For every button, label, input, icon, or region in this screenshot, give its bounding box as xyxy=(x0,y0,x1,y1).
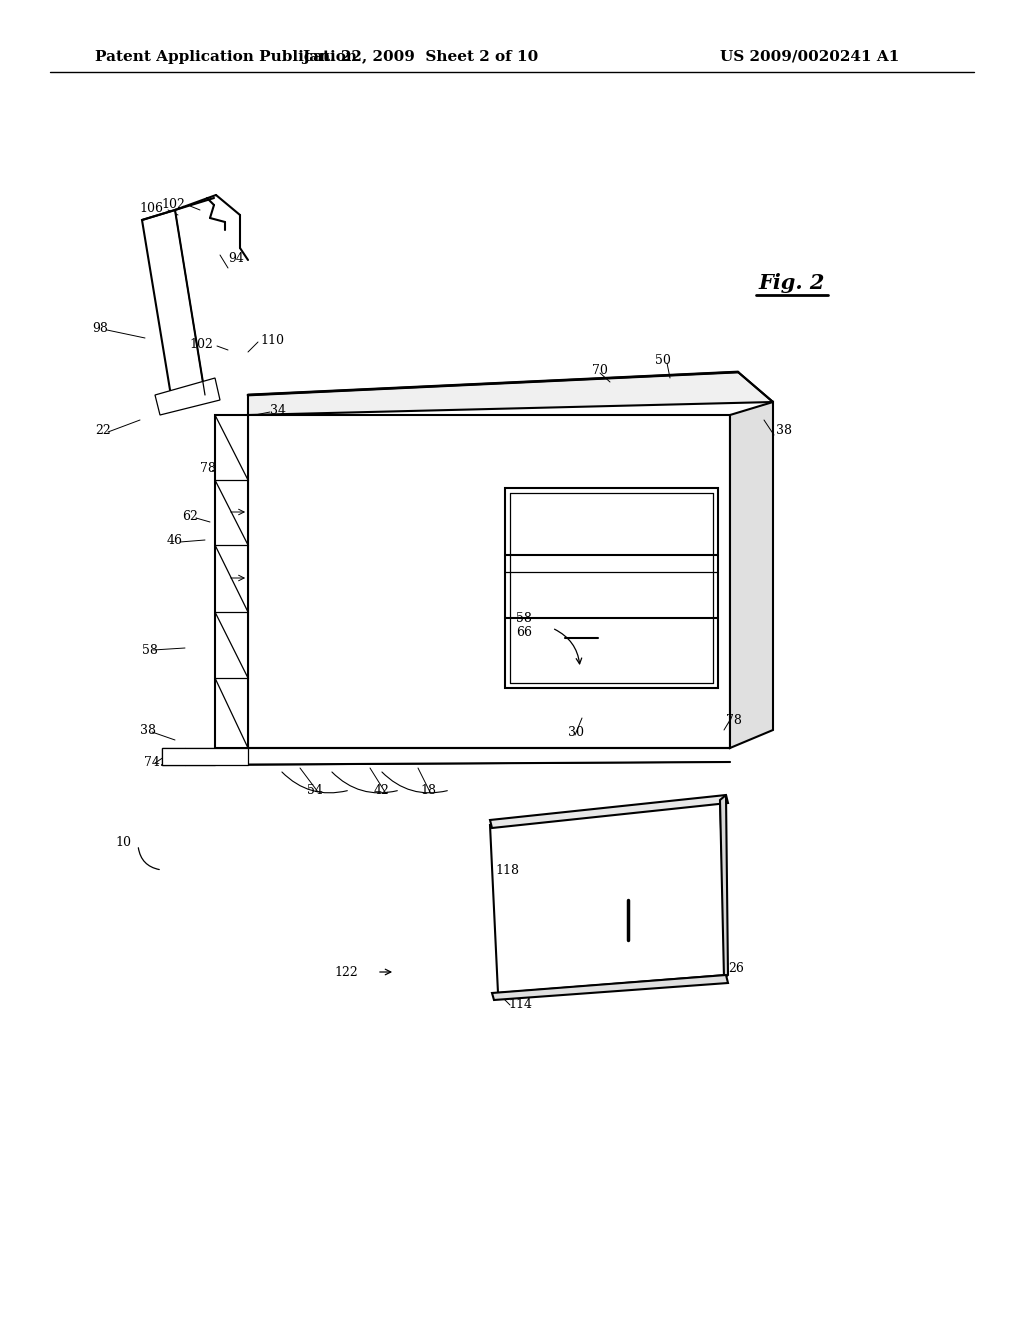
Text: 54: 54 xyxy=(307,784,323,796)
Text: 22: 22 xyxy=(95,424,111,437)
Polygon shape xyxy=(505,488,718,688)
Text: 58: 58 xyxy=(142,644,158,656)
Text: 66: 66 xyxy=(516,626,532,639)
Polygon shape xyxy=(162,748,248,766)
Text: 106: 106 xyxy=(139,202,163,214)
Text: US 2009/0020241 A1: US 2009/0020241 A1 xyxy=(720,50,899,63)
Polygon shape xyxy=(215,414,248,748)
Text: 30: 30 xyxy=(568,726,584,739)
Text: 62: 62 xyxy=(182,511,198,524)
Text: 50: 50 xyxy=(655,354,671,367)
Text: 122: 122 xyxy=(334,965,358,978)
Text: Patent Application Publication: Patent Application Publication xyxy=(95,50,357,63)
Polygon shape xyxy=(248,372,773,414)
Text: 78: 78 xyxy=(200,462,216,474)
Text: Jan. 22, 2009  Sheet 2 of 10: Jan. 22, 2009 Sheet 2 of 10 xyxy=(302,50,539,63)
Text: 110: 110 xyxy=(260,334,284,346)
Text: 42: 42 xyxy=(374,784,390,796)
Text: 102: 102 xyxy=(189,338,213,351)
Polygon shape xyxy=(142,210,205,408)
Text: 74: 74 xyxy=(144,755,160,768)
Text: 118: 118 xyxy=(495,863,519,876)
Text: 10: 10 xyxy=(115,837,131,850)
Text: 114: 114 xyxy=(508,998,532,1011)
Text: 18: 18 xyxy=(420,784,436,796)
Polygon shape xyxy=(248,414,730,748)
Polygon shape xyxy=(490,800,726,993)
Text: 58: 58 xyxy=(516,611,531,624)
Polygon shape xyxy=(490,795,728,828)
Text: 46: 46 xyxy=(167,533,183,546)
Polygon shape xyxy=(730,403,773,748)
Polygon shape xyxy=(492,975,728,1001)
Text: 26: 26 xyxy=(728,961,743,974)
Polygon shape xyxy=(162,748,215,766)
Text: 38: 38 xyxy=(776,424,792,437)
Text: 98: 98 xyxy=(92,322,108,334)
Text: 34: 34 xyxy=(270,404,286,417)
Polygon shape xyxy=(720,795,728,978)
Text: Fig. 2: Fig. 2 xyxy=(758,273,824,293)
Text: 38: 38 xyxy=(140,723,156,737)
Text: 102: 102 xyxy=(161,198,185,210)
Text: 70: 70 xyxy=(592,363,608,376)
Polygon shape xyxy=(155,378,220,414)
Text: 78: 78 xyxy=(726,714,741,726)
Text: 94: 94 xyxy=(228,252,244,264)
